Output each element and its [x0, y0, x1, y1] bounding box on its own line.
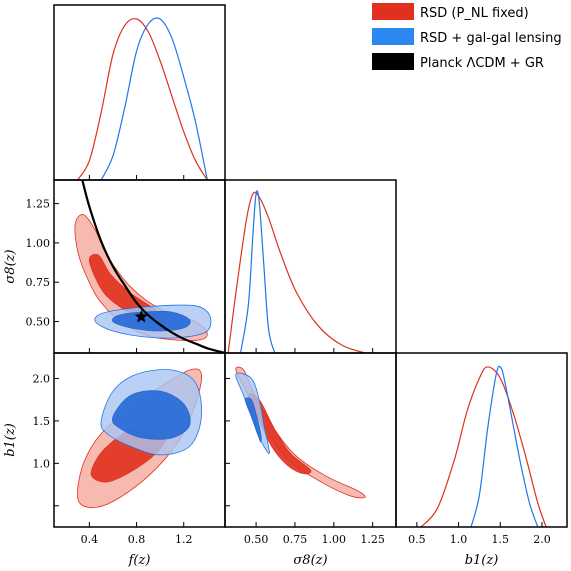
legend: RSD (P_NL fixed) RSD + gal-gal lensing Pla… [372, 3, 562, 71]
x-tick-label-b1: 1.5 [492, 533, 510, 546]
marginal-b1-rsd-line [420, 366, 547, 528]
legend-label-0: RSD (P_NL fixed) [420, 6, 529, 21]
planck-star-icon [134, 309, 148, 323]
marginal-s8-rsd-line [227, 191, 366, 354]
x-axis-label-b1: b1(z) [465, 553, 499, 568]
y-tick-label-s8: 0.50 [26, 316, 51, 329]
contour-lensing-68 [111, 310, 191, 332]
x-tick-label-f: 0.4 [81, 533, 99, 546]
x-tick-label-f: 1.2 [175, 533, 193, 546]
marginal-panel-f [53, 4, 226, 181]
legend-swatch-1 [372, 28, 414, 45]
marginal-f-rsd-line [77, 18, 208, 181]
x-tick-label-b1: 2.0 [533, 533, 551, 546]
x-tick-label-f: 0.8 [128, 533, 146, 546]
y-tick-label-b1: 1.0 [33, 457, 51, 470]
legend-swatch-2 [372, 53, 414, 70]
x-tick-label-s8: 1.00 [322, 533, 347, 546]
panels-layer: 0.5 1.0 1.5 2.0 0.50 0.75 1.00 1.25 0.4 0.8 1.2 1.0… [3, 4, 568, 568]
legend-swatch-0 [372, 3, 414, 20]
panel-f_s8-contours [74, 180, 225, 353]
x-tick-label-b1: 1.0 [450, 533, 468, 546]
marginal-panel-b1 [395, 352, 568, 528]
panel-f_b1-contours [76, 368, 203, 509]
y-tick-label-s8: 1.00 [26, 237, 51, 250]
y-tick-label-s8: 1.25 [26, 198, 51, 211]
panel-s8_b1 [224, 352, 397, 528]
y-tick-label-s8: 0.75 [26, 276, 51, 289]
y-axis-label-s8: σ8(z) [3, 249, 18, 283]
x-axis-label-f: f(z) [128, 553, 151, 568]
marginal-s8-lensing-line [239, 190, 276, 354]
y-tick-label-b1: 2.0 [33, 372, 51, 385]
legend-label-2: Planck ΛCDM + GR [420, 56, 544, 71]
y-axis-label-b1: b1(z) [3, 423, 18, 457]
x-axis-label-s8: σ8(z) [293, 553, 327, 568]
x-tick-label-b1: 0.5 [408, 533, 426, 546]
contour-lensing-68 [244, 397, 262, 443]
planck-curve [81, 180, 225, 353]
x-tick-label-s8: 0.50 [244, 533, 269, 546]
contour-lensing-68 [111, 390, 191, 440]
y-tick-label-b1: 1.5 [33, 415, 51, 428]
marginal-b1-lensing-line [470, 365, 539, 528]
legend-label-1: RSD + gal-gal lensing [420, 31, 562, 46]
x-tick-label-s8: 1.25 [360, 533, 385, 546]
marginal-f-lensing-line [100, 17, 208, 181]
x-tick-label-s8: 0.75 [283, 533, 308, 546]
panel-s8_b1-contours [235, 366, 366, 499]
